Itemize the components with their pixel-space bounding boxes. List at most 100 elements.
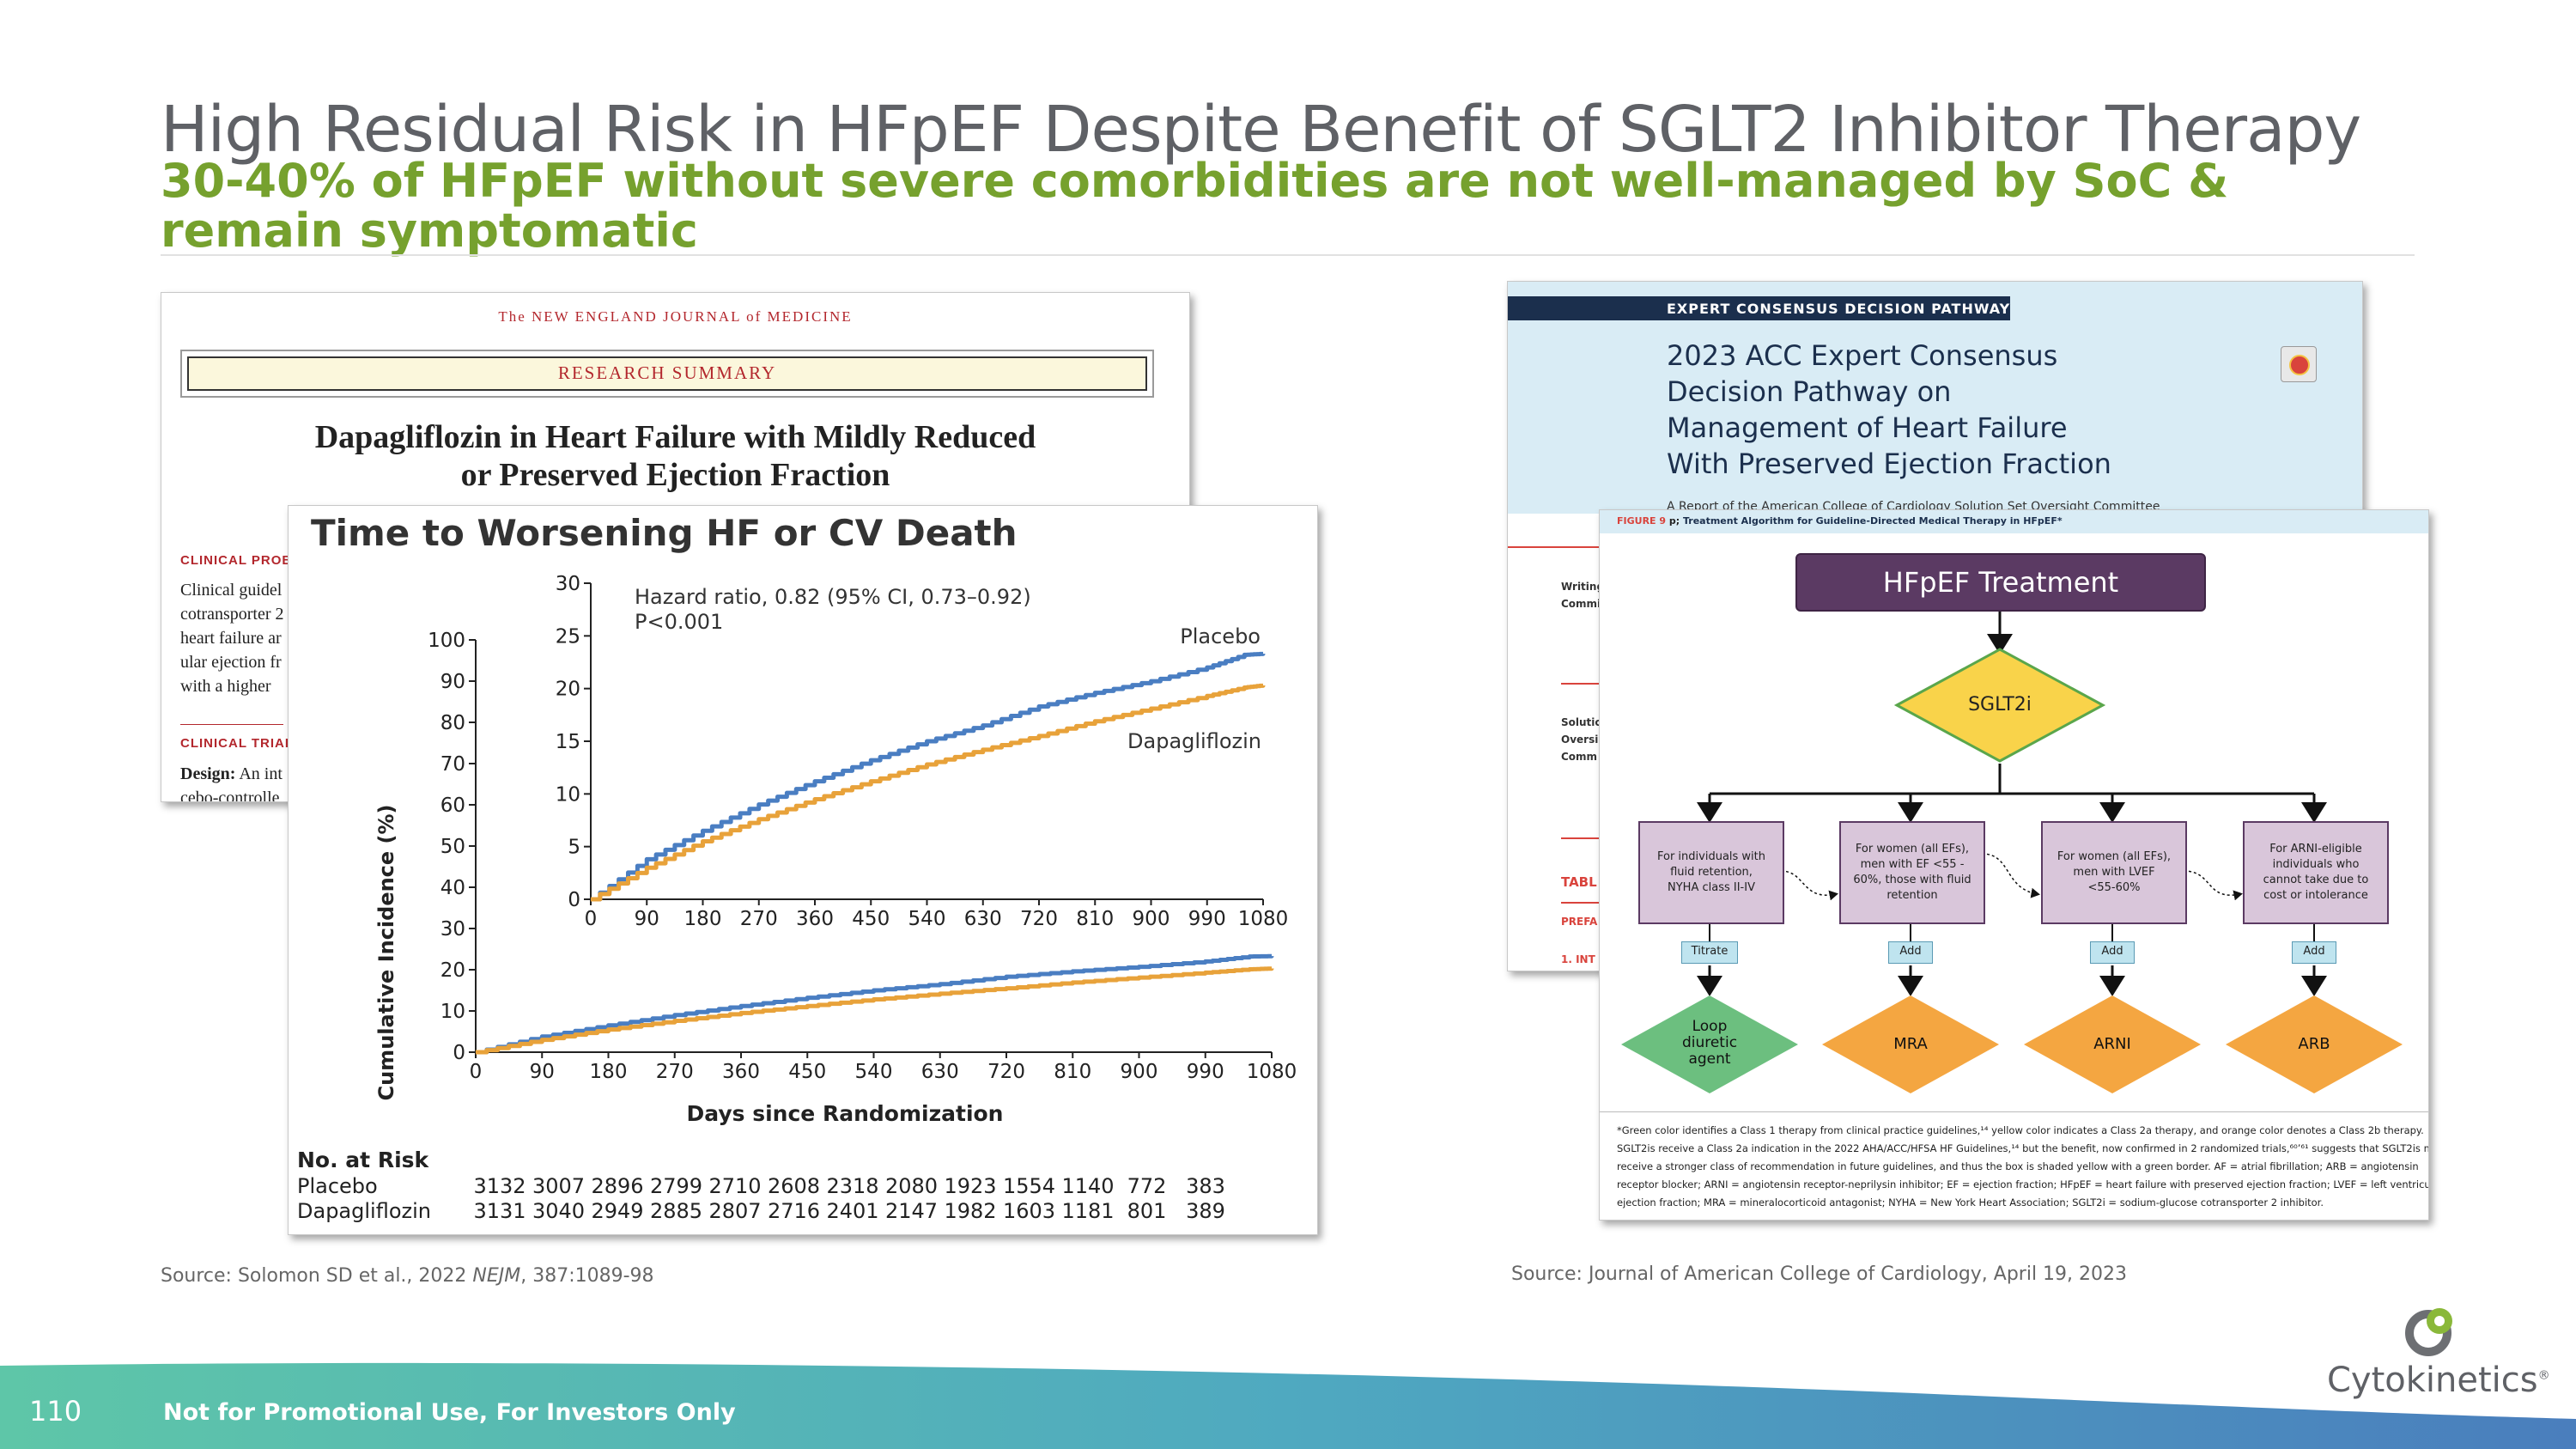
risk-value: 2896 [591,1174,643,1198]
figure9-footnote: *Green color identifies a Class 1 therap… [1617,1124,2429,1209]
action-tag-titrate: Titrate [1681,941,1738,964]
inset-placebo-label: Placebo [1180,624,1261,648]
branch-box-arb-criteria: For ARNI-eligible individuals who cannot t… [2243,821,2389,924]
risk-value: 3131 [473,1199,526,1223]
inset-dapagliflozin-label: Dapagliflozin [1127,729,1261,753]
outcome-arb: ARB [2298,1035,2330,1053]
inset-x-tick-label: 90 [635,908,659,930]
cytokinetics-logo-icon [2405,1308,2452,1356]
outer-y-tick-label: 60 [440,795,465,817]
nejm-journal-name: The NEW ENGLAND JOURNAL of MEDICINE [498,308,853,325]
risk-value: 1603 [1003,1199,1055,1223]
flow-connectors [1621,610,2403,1093]
outer-y-tick-label: 90 [440,671,465,693]
sglt2i-label: SGLT2i [1968,694,2032,715]
risk-value: 801 [1127,1199,1167,1223]
inset-x-tick-label: 360 [796,908,834,930]
action-tag-add-arni: Add [2090,941,2135,964]
inset-x-tick-label: 900 [1133,908,1170,930]
inset-y-tick-label: 20 [556,679,580,701]
outer-x-tick-label: 450 [788,1061,826,1083]
acc-side-labels-2: Solutic Oversi Comm [1561,716,1601,763]
slide-title: High Residual Risk in HFpEF Despite Bene… [161,93,2361,167]
risk-value: 2807 [708,1199,761,1223]
km-p-value: P<0.001 [635,610,723,634]
nejm-headline-line1: Dapagliflozin in Heart Failure with Mild… [314,419,1036,455]
outer-x-tick-label: 900 [1121,1061,1158,1083]
outer-x-tick-label: 1080 [1247,1061,1297,1083]
risk-value: 2608 [768,1174,820,1198]
outer-y-tick-label: 80 [440,712,465,734]
outer-y-tick-label: 40 [440,877,465,899]
km-hazard-ratio: Hazard ratio, 0.82 (95% CI, 0.73–0.92) [635,585,1031,609]
inset-axes: 0 90 180 270 360 450 540 630 720 810 900 990 1080 0 5 1… [556,573,1289,930]
risk-value: 3007 [532,1174,585,1198]
inset-y-tick-label: 10 [556,783,580,806]
acc-banner: EXPERT CONSENSUS DECISION PATHWAY [1667,301,2011,317]
risk-value: 2401 [826,1199,878,1223]
nejm-section-label: RESEARCH SUMMARY [557,362,777,383]
hfpef-treatment-box: HFpEF Treatment [1795,553,2206,612]
outcome-loop-diuretic: Loop diuretic agent [1681,1018,1738,1068]
risk-value: 2885 [650,1199,702,1223]
outcome-diamond-mra [1822,995,1999,1093]
action-tag-add-mra: Add [1888,941,1933,964]
km-chart: Time to Worsening HF or CV Death 0 90 180 2… [289,506,1317,1223]
risk-values: 3132 3007 2896 2799 2710 2608 2318 2080 1923 1554… [473,1174,1224,1223]
outer-x-tick-label: 810 [1054,1061,1091,1083]
figure9-treatment-algorithm: FIGURE 9 p; Treatment Algorithm for Guid… [1599,509,2429,1221]
risk-value: 3040 [532,1199,585,1223]
risk-value: 1181 [1061,1199,1114,1223]
outer-series-1 [476,966,1274,1055]
inset-x-tick-label: 1080 [1238,908,1289,930]
outer-y-tick-label: 30 [440,918,465,941]
risk-value: 2318 [826,1174,878,1198]
outer-x-tick-label: 0 [470,1061,483,1083]
inset-x-tick-label: 270 [740,908,778,930]
title-divider [161,254,2415,256]
outer-y-tick-label: 70 [440,753,465,776]
inset-x-tick-label: 990 [1188,908,1226,930]
outcome-diamond-arb [2226,995,2403,1093]
nejm-design-text: Design: An int cebo-controlle [180,764,283,802]
inset-x-tick-label: 450 [852,908,890,930]
risk-value: 3132 [473,1174,526,1198]
outer-y-tick-label: 20 [440,959,465,982]
outer-y-tick-label: 100 [428,630,465,652]
risk-value: 772 [1127,1174,1167,1198]
inset-y-tick-label: 25 [556,625,580,648]
inset-lines [591,651,1266,902]
outcome-diamond-arni [2024,995,2201,1093]
acc-crossmark-icon [2281,346,2317,382]
nejm-clinical-problem-label: CLINICAL PROB [180,553,293,568]
nejm-clinical-trial-label: CLINICAL TRIAL [180,736,295,751]
outer-y-tick-label: 50 [440,836,465,858]
inset-y-tick-label: 5 [568,837,580,859]
risk-value: 2080 [885,1174,938,1198]
inset-y-tick-label: 15 [556,731,580,753]
slide-subtitle: 30-40% of HFpEF without severe comorbidi… [161,154,2229,258]
risk-value: 2799 [650,1174,702,1198]
nejm-source: Source: Solomon SD et al., 2022 NEJM, 38… [161,1265,654,1287]
inset-series-1 [591,683,1266,902]
inset-x-tick-label: 540 [908,908,946,930]
outer-axes: 0 90 180 270 360 450 540 630 720 810 900 990 1080010… [428,630,1297,1083]
outer-x-tick-label: 540 [855,1061,893,1083]
inset-series-0 [591,651,1266,902]
outer-x-tick-label: 270 [656,1061,694,1083]
action-tag-add-arb: Add [2292,941,2336,964]
nejm-section-frame: RESEARCH SUMMARY [180,350,1154,398]
outer-x-tick-label: 720 [987,1061,1025,1083]
km-title: Time to Worsening HF or CV Death [311,512,1018,554]
outer-x-tick-label: 990 [1187,1061,1224,1083]
inset-x-tick-label: 180 [684,908,722,930]
km-chart-card: Time to Worsening HF or CV Death 0 90 180 2… [288,505,1318,1235]
acc-side-label-int: 1. INT [1561,953,1595,965]
acc-source: Source: Journal of American College of C… [1511,1263,2128,1285]
acc-side-label-prefa: PREFA [1561,916,1598,928]
km-xlabel: Days since Randomization [687,1101,1004,1126]
risk-value: 2949 [591,1199,643,1223]
sglt2i-diamond [1893,648,2106,763]
risk-value: 1923 [944,1174,996,1198]
footer-disclaimer: Not for Promotional Use, For Investors O… [163,1399,736,1426]
